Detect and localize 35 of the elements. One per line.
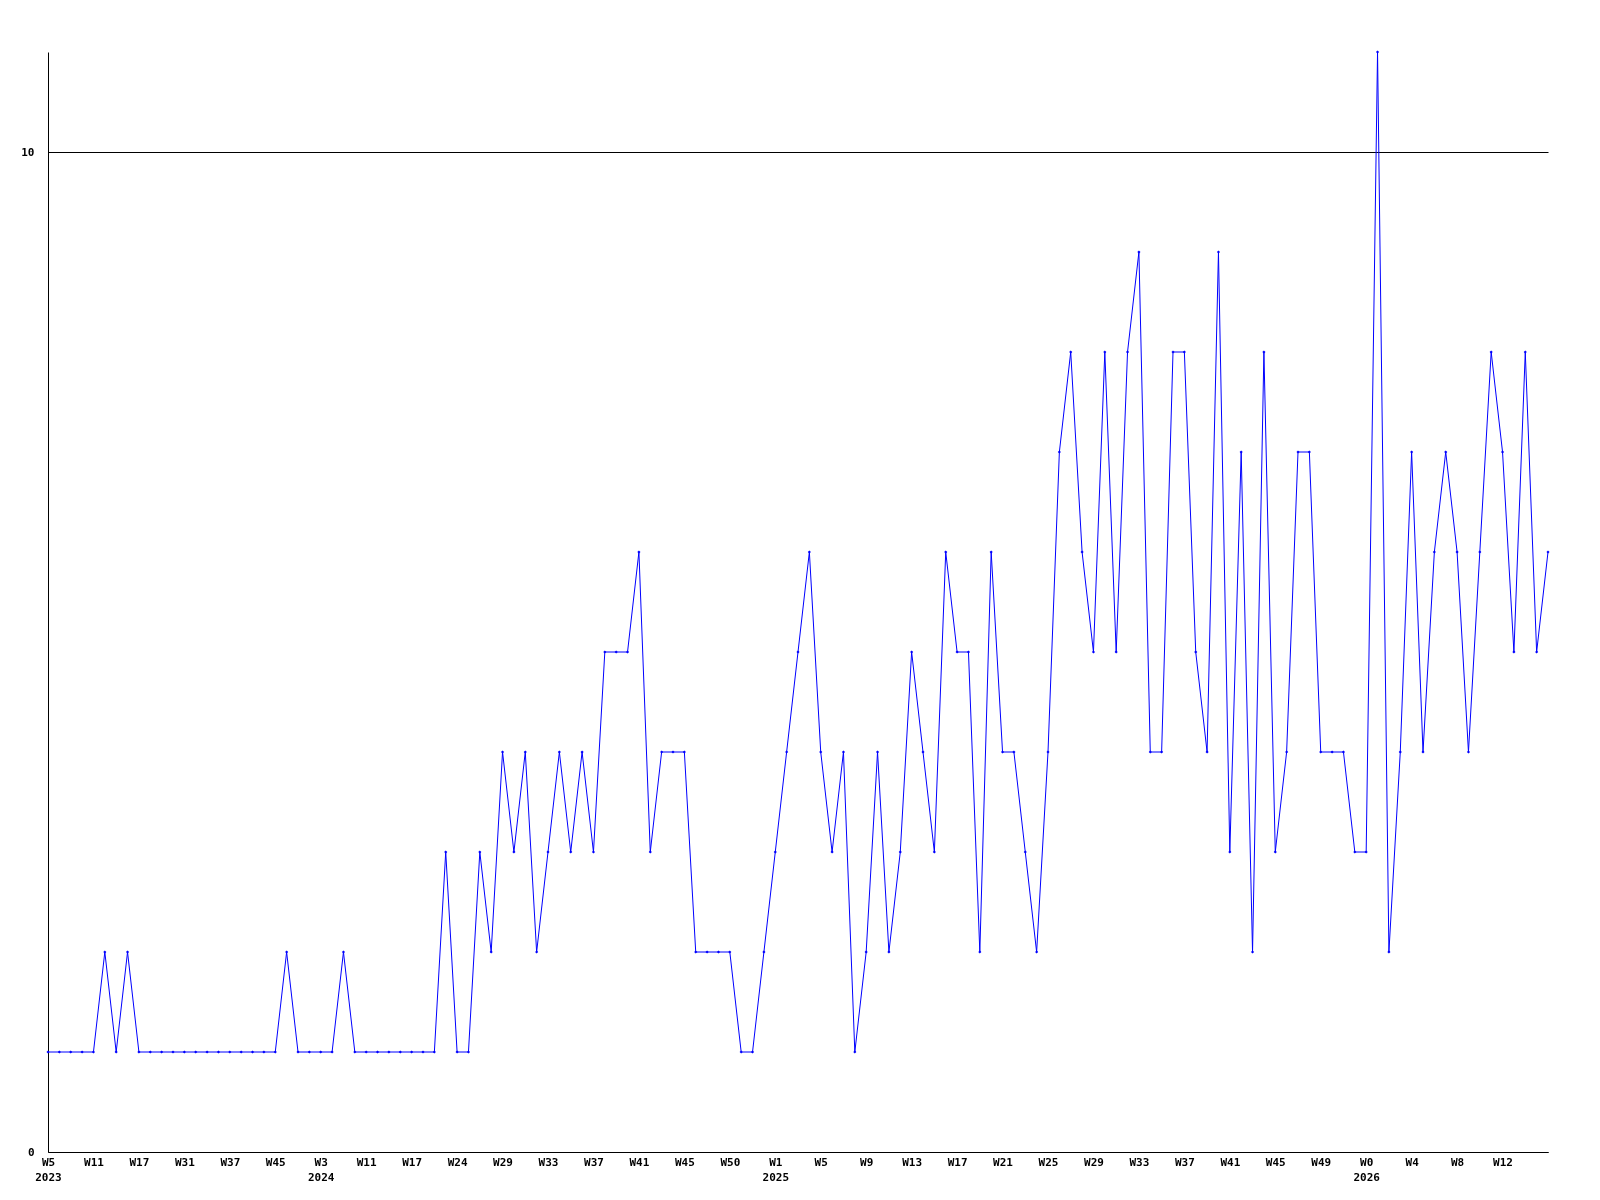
x-tick-label: W37 <box>584 1155 604 1169</box>
x-tick-label: W31 <box>174 1155 196 1169</box>
x-tick-label: W0 2026 <box>1353 1155 1381 1184</box>
x-tick-label: W45 <box>265 1155 286 1169</box>
x-tick-label: W11 <box>356 1155 377 1169</box>
x-tick-label: W11 <box>84 1155 105 1169</box>
x-tick-label: W41 <box>629 1155 650 1169</box>
x-tick-label: W9 <box>860 1155 874 1169</box>
x-tick-label: W17 <box>947 1155 968 1169</box>
x-tick-label: W41 <box>1220 1155 1241 1169</box>
x-tick-label: W3 2024 <box>307 1155 335 1184</box>
x-tick-label: W37 <box>220 1155 241 1169</box>
x-tick-label: W5 <box>814 1155 828 1169</box>
x-tick-label: W45 <box>1265 1155 1286 1169</box>
x-tick-label: W17 <box>129 1155 150 1169</box>
x-tick-label: W24 <box>447 1155 468 1169</box>
x-tick-label: W13 <box>902 1155 923 1169</box>
x-tick-label: W50 <box>720 1155 741 1169</box>
x-tick-label: W12 <box>1493 1155 1513 1169</box>
x-tick-label: W1 2025 <box>762 1155 790 1184</box>
x-tick-label: W49 <box>1311 1155 1332 1169</box>
x-tick-label: W45 <box>674 1155 695 1169</box>
x-tick-label: W29 <box>1084 1155 1104 1169</box>
x-tick-label: W8 <box>1450 1155 1465 1169</box>
x-tick-label: W37 <box>1174 1155 1195 1169</box>
y-tick-label: 0 <box>27 1145 35 1159</box>
x-tick-label: W17 <box>402 1155 423 1169</box>
x-tick-label: W33 <box>538 1155 559 1169</box>
x-tick-label: W29 <box>493 1155 513 1169</box>
x-tick-label: W5 2023 <box>35 1155 62 1184</box>
y-tick-label: 10 <box>21 145 35 159</box>
x-tick-label: W25 <box>1038 1155 1059 1169</box>
x-tick-label: W4 <box>1405 1155 1420 1169</box>
x-tick-label: W21 <box>993 1155 1014 1169</box>
x-tick-label: W33 <box>1129 1155 1150 1169</box>
